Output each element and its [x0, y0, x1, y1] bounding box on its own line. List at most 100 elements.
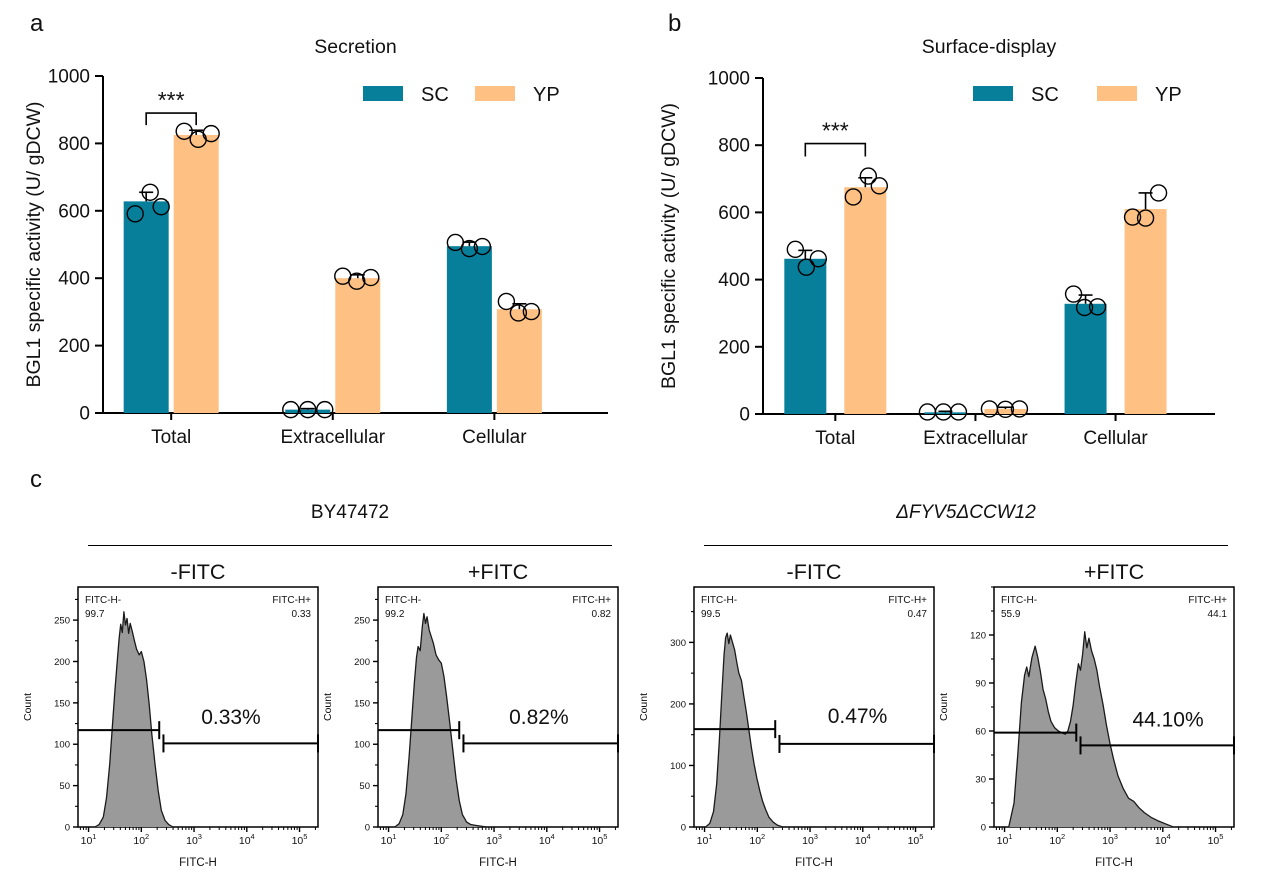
y-tick-label: 0	[65, 823, 70, 834]
data-point	[949, 403, 968, 421]
y-tick-label: 200	[670, 699, 686, 710]
x-tick-label: 101	[697, 832, 713, 847]
gate-neg-value: 99.7	[85, 609, 105, 620]
data-point	[522, 302, 541, 321]
y-tick-label: 60	[975, 727, 986, 738]
hist-title: -FITC	[787, 560, 842, 584]
data-point	[934, 403, 953, 421]
gate-neg-label: FITC-H-	[1001, 595, 1037, 606]
y-axis-label: BGL1 specific activity (U/ gDCW)	[23, 101, 45, 387]
chart-title: Surface-display	[922, 36, 1057, 58]
y-tick-label: 1000	[48, 67, 90, 88]
histogram-area	[1008, 631, 1174, 827]
histogram-area	[394, 613, 487, 827]
y-tick-label: 0	[365, 823, 370, 834]
x-category-label: Extracellular	[281, 427, 386, 448]
bar	[173, 134, 219, 413]
bar	[123, 201, 169, 413]
y-tick-label: 0	[79, 404, 90, 425]
group-mutant-title: ΔFYV5ΔCCW12	[896, 502, 1036, 523]
x-tick-label: 101	[997, 832, 1013, 847]
data-point	[299, 400, 317, 419]
data-point	[348, 272, 366, 290]
bars	[123, 122, 542, 419]
data-point	[870, 177, 889, 195]
x-tick-label: 102	[133, 832, 149, 847]
legend-swatch	[363, 86, 403, 101]
gate-lines	[994, 723, 1235, 755]
y-tick-label: 30	[975, 775, 986, 786]
x-tick-label: 101	[381, 832, 397, 847]
y-tick-label: 250	[354, 616, 370, 627]
group-by47472-rule	[88, 545, 612, 546]
y-tick-label: 50	[359, 781, 370, 792]
hist-title: +FITC	[1084, 560, 1144, 584]
plot-frame	[77, 586, 319, 828]
y-axis-label: BGL1 specific activity (U/ gDCW)	[658, 103, 680, 389]
histogram-mutant-minus-fitc: -FITC 0 100 200 300 101 102 103 104 105 FITC-H- 99.…	[638, 560, 935, 869]
data-point	[859, 167, 878, 185]
y-tick-label: 200	[58, 336, 90, 357]
data-point	[460, 239, 479, 258]
data-point	[844, 188, 863, 206]
histogram-outline	[705, 632, 783, 828]
bar	[984, 408, 1027, 414]
x-category-label: Total	[815, 428, 855, 449]
significance-label: ***	[158, 87, 185, 113]
group-mutant-plots: -FITC 0 100 200 300 101 102 103 104 105 FITC-H- 99.…	[636, 498, 1256, 877]
y-tick-label: 1000	[708, 69, 750, 90]
gate-pos-value: 0.47	[908, 609, 928, 620]
x-tick-label: 105	[1208, 832, 1224, 847]
gate-pos-value: 0.82	[592, 609, 612, 620]
gate-pos-value: 0.33	[292, 609, 312, 620]
legend: SC YP	[973, 84, 1182, 106]
gate-pos-label: FITC-H+	[272, 595, 311, 606]
y-tick-label: 0	[681, 823, 686, 834]
histogram-outline	[94, 611, 174, 828]
y-tick-label: 600	[58, 201, 90, 222]
x-axis-label: FITC-H	[795, 857, 833, 869]
gate-neg-label: FITC-H-	[385, 595, 421, 606]
data-point	[1088, 298, 1107, 316]
gate-neg-value: 55.9	[1001, 609, 1021, 620]
bar	[784, 258, 827, 414]
y-tick-label: 400	[718, 270, 750, 291]
group-by47472-title: BY47472	[310, 502, 390, 523]
plot-frame	[377, 586, 619, 828]
y-tick-label: 50	[59, 781, 70, 792]
gate-neg-value: 99.2	[385, 609, 405, 620]
bar	[1124, 209, 1167, 414]
data-point	[1123, 208, 1142, 226]
gate-lines	[78, 721, 319, 753]
data-point	[1010, 400, 1029, 418]
x-category-label: Total	[151, 427, 191, 448]
legend-swatch	[475, 86, 515, 101]
plot-frame	[693, 586, 935, 828]
x-tick-label: 104	[855, 832, 871, 847]
y-tick-label: 300	[670, 638, 686, 649]
y-axis-label: Count	[322, 693, 334, 721]
histogram-by47472-minus-fitc: -FITC 0 50 100 150 200 250 101 102 103 104 105 FITC-…	[22, 560, 319, 869]
data-point	[202, 124, 220, 143]
y-tick-label: 150	[54, 698, 70, 709]
y-tick-label: 0	[739, 405, 750, 426]
bar	[446, 246, 492, 413]
gate-lines	[694, 720, 935, 753]
data-point	[175, 122, 193, 140]
panel-b-letter: b	[668, 10, 682, 37]
legend-label: SC	[1031, 84, 1059, 106]
y-tick-label: 100	[54, 740, 70, 751]
y-axis-label: Count	[938, 693, 950, 721]
y-tick-label: 800	[58, 134, 90, 155]
legend-label: YP	[533, 84, 560, 106]
group-mutant: ΔFYV5ΔCCW12 -FITC 0 100 200 300 101 102 103 104 1…	[636, 498, 1256, 877]
legend-label: YP	[1155, 84, 1182, 106]
data-point	[797, 258, 816, 276]
group-by47472: BY47472 -FITC 0 50 100 150 200 250 101 102 103 104…	[20, 498, 640, 877]
y-tick-label: 0	[981, 823, 986, 834]
positive-percentage: 0.82%	[509, 706, 569, 729]
bar	[285, 409, 331, 413]
x-tick-label: 104	[239, 832, 255, 847]
